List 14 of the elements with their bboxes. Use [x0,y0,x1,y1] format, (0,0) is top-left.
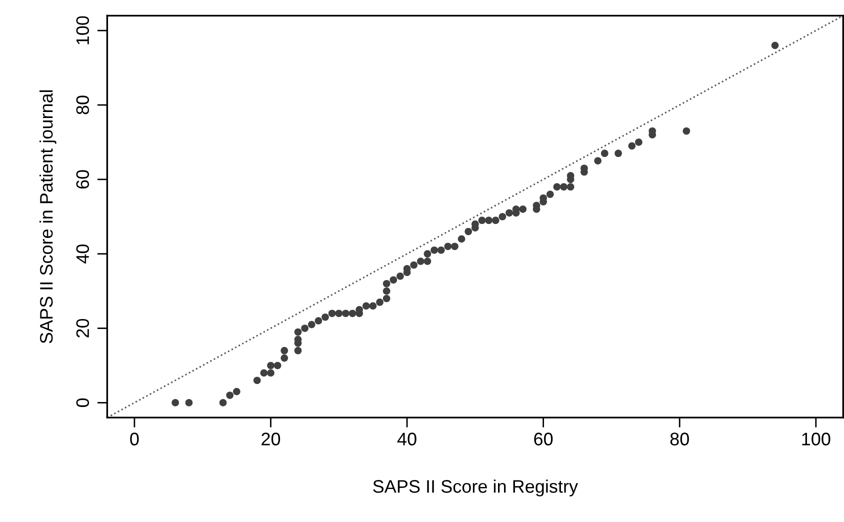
y-tick-label: 100 [76,16,90,44]
x-tick-label: 80 [670,432,689,446]
x-axis-title: SAPS II Score in Registry [373,480,578,496]
y-tick-label: 40 [76,244,90,264]
y-axis-title: SAPS II Score in Patient journal [40,90,56,344]
x-tick-label: 100 [802,432,830,446]
x-tick-label: 60 [534,432,553,446]
y-tick-label: 80 [76,96,90,114]
y-tick-label: 60 [76,170,90,189]
x-tick-label: 0 [130,432,139,446]
y-tick-label: 20 [76,318,90,338]
x-tick-label: 40 [397,432,416,446]
x-tick-label: 20 [262,432,280,446]
y-tick-label: 0 [76,398,90,408]
